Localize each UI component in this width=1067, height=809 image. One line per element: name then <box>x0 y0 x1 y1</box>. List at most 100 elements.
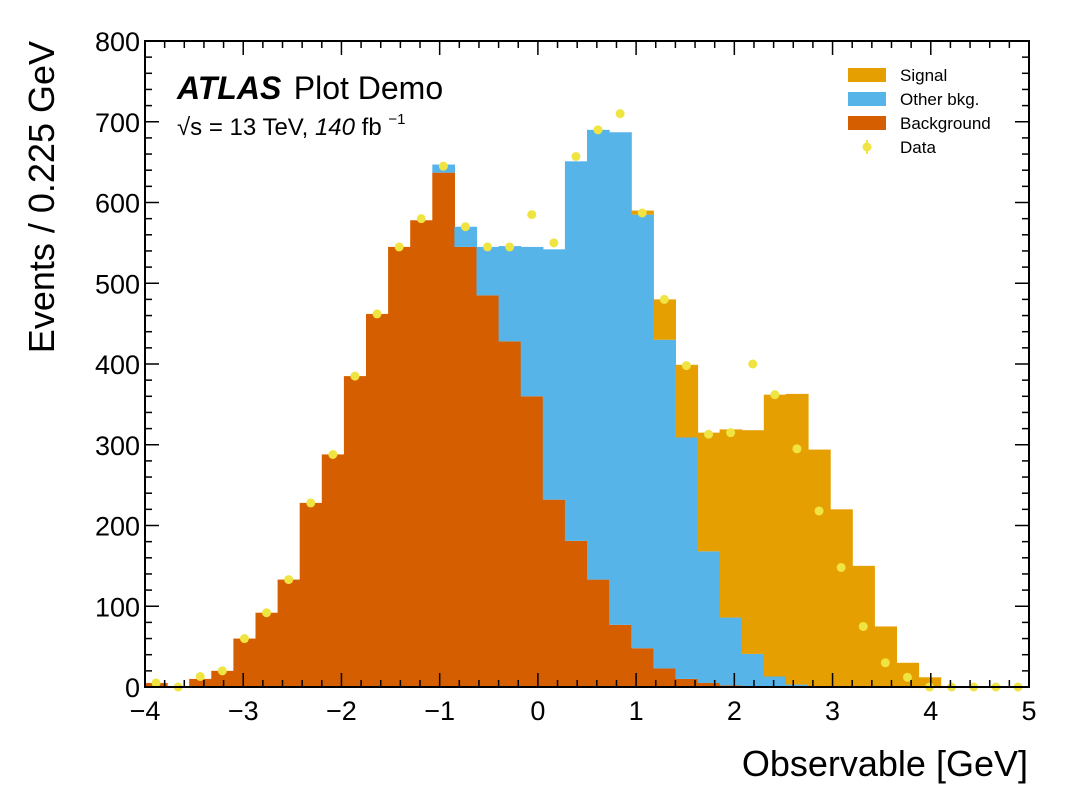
x-tick-label: 0 <box>530 696 545 726</box>
y-tick-label: 0 <box>125 673 140 703</box>
data-point-21 <box>615 109 625 119</box>
data-points <box>151 109 1023 692</box>
data-point-29 <box>792 444 802 454</box>
bar-background-17 <box>520 396 544 687</box>
legend: Signal Other bkg. Background Data <box>848 66 991 157</box>
bar-other-bkg-29 <box>785 684 809 687</box>
bar-other-bkg-24 <box>675 437 699 679</box>
bar-background-12 <box>410 220 433 687</box>
x-tick-label: −1 <box>424 696 455 726</box>
bar-background-5 <box>255 612 279 687</box>
data-point-14 <box>460 222 470 232</box>
bar-signal-31 <box>830 509 853 687</box>
plot-label: Plot Demo <box>294 70 443 106</box>
y-tick-label: 700 <box>95 108 140 138</box>
x-tick-label: 5 <box>1021 696 1036 726</box>
bar-background-19 <box>564 540 588 687</box>
bar-other-bkg-17 <box>520 246 544 397</box>
svg-text:ATLAS Plot Demo: ATLAS Plot Demo <box>176 70 443 106</box>
bar-background-11 <box>388 246 411 687</box>
data-point-17 <box>527 210 537 220</box>
data-point-9 <box>350 371 360 381</box>
bar-signal-23 <box>653 299 676 340</box>
data-point-12 <box>416 214 426 224</box>
bar-background-6 <box>277 579 301 687</box>
bar-other-bkg-22 <box>631 214 654 649</box>
bar-background-22 <box>631 648 654 687</box>
y-tick-label: 600 <box>95 189 140 219</box>
data-point-18 <box>549 238 559 248</box>
data-point-10 <box>372 309 382 319</box>
bar-signal-25 <box>697 432 721 552</box>
bar-signal-28 <box>763 394 787 677</box>
bar-background-15 <box>476 295 500 687</box>
bar-background-25 <box>697 682 721 687</box>
bar-signal-35 <box>918 677 942 687</box>
bar-signal-27 <box>741 430 765 654</box>
bar-background-24 <box>675 678 699 687</box>
data-point-30 <box>814 506 824 516</box>
bar-background-8 <box>321 454 345 687</box>
data-point-24 <box>681 361 691 371</box>
bar-other-bkg-16 <box>498 246 522 342</box>
stacked-bars <box>145 129 942 687</box>
bar-background-10 <box>366 313 389 687</box>
y-tick-label: 500 <box>95 269 140 299</box>
legend-swatch <box>848 116 886 130</box>
sqrt-s-label: √s <box>177 114 202 141</box>
bar-other-bkg-18 <box>542 249 566 500</box>
y-tick-label: 100 <box>95 592 140 622</box>
x-tick-label: 3 <box>825 696 840 726</box>
bar-other-bkg-15 <box>476 246 500 296</box>
x-tick-label: 1 <box>629 696 644 726</box>
bar-signal-26 <box>719 429 743 618</box>
tick-labels: −4 −3 −2 −1 0 1 2 3 4 5 0 100 200 300 400 500 600 700 800 <box>95 27 1037 726</box>
x-tick-label: −4 <box>130 696 161 726</box>
bar-background-4 <box>233 638 257 687</box>
bar-other-bkg-27 <box>741 653 765 687</box>
energy-label: √s = 13 TeV, 140 fb −1 <box>177 111 405 141</box>
bar-other-bkg-14 <box>454 226 478 247</box>
bar-other-bkg-21 <box>609 132 632 625</box>
data-point-33 <box>880 658 890 668</box>
bar-signal-29 <box>785 393 809 685</box>
x-tick-label: −3 <box>228 696 259 726</box>
x-axis-title: Observable [GeV] <box>742 743 1028 784</box>
x-tick-label: −2 <box>326 696 357 726</box>
data-point-19 <box>571 151 581 161</box>
legend-label: Other bkg. <box>900 90 979 109</box>
data-point-22 <box>637 208 647 218</box>
data-point-2 <box>195 672 205 682</box>
data-point-26 <box>726 428 736 438</box>
bar-other-bkg-25 <box>697 551 721 683</box>
bar-background-3 <box>211 670 234 687</box>
legend-label: Background <box>900 114 991 133</box>
data-point-8 <box>328 449 338 459</box>
legend-label: Data <box>900 138 936 157</box>
bar-other-bkg-28 <box>763 676 787 687</box>
data-point-11 <box>394 242 404 252</box>
axis-ticks <box>144 40 1030 688</box>
bar-background-7 <box>299 502 323 687</box>
y-tick-label: 200 <box>95 512 140 542</box>
data-point-7 <box>306 498 316 508</box>
y-axis-title: Events / 0.225 GeV <box>21 41 62 353</box>
data-point-5 <box>262 608 272 618</box>
data-point-23 <box>659 294 669 304</box>
legend-marker <box>862 142 872 152</box>
data-point-27 <box>748 359 758 369</box>
bar-background-9 <box>343 376 367 687</box>
data-point-0 <box>151 678 161 688</box>
atlas-label: ATLAS <box>176 70 282 106</box>
data-point-16 <box>505 242 515 252</box>
x-tick-label: 4 <box>923 696 938 726</box>
bar-background-21 <box>609 624 632 687</box>
plot-frame <box>144 40 1030 688</box>
bar-signal-24 <box>675 364 699 438</box>
y-tick-label: 300 <box>95 431 140 461</box>
data-point-15 <box>483 242 493 252</box>
bar-other-bkg-23 <box>653 339 676 669</box>
data-point-4 <box>239 634 249 644</box>
